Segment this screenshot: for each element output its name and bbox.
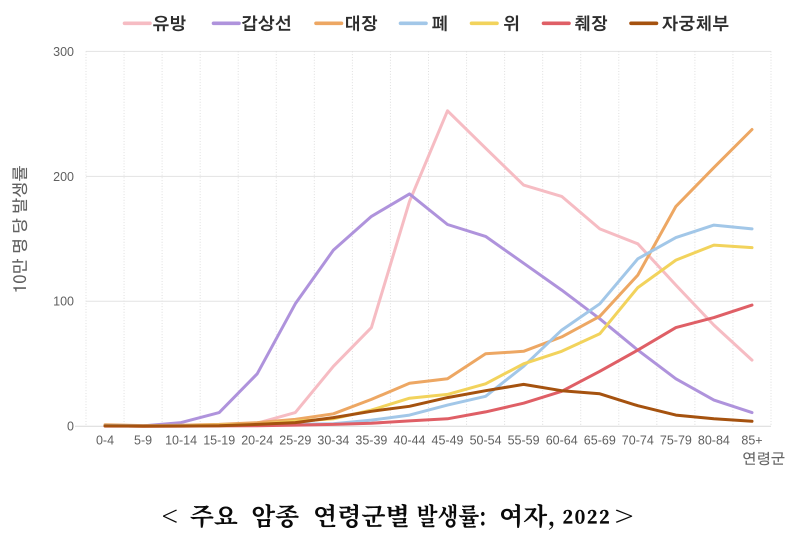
svg-text:0: 0 <box>67 420 74 434</box>
svg-text:100: 100 <box>53 295 74 309</box>
svg-text:200: 200 <box>53 170 74 184</box>
svg-text:60-64: 60-64 <box>546 433 578 447</box>
svg-text:5-9: 5-9 <box>134 433 152 447</box>
svg-text:55-59: 55-59 <box>508 433 540 447</box>
svg-text:80-84: 80-84 <box>698 433 730 447</box>
svg-text:40-44: 40-44 <box>394 433 426 447</box>
svg-text:20-24: 20-24 <box>241 433 273 447</box>
svg-text:85+: 85+ <box>741 433 762 447</box>
svg-text:25-29: 25-29 <box>279 433 311 447</box>
svg-text:70-74: 70-74 <box>622 433 654 447</box>
svg-text:15-19: 15-19 <box>203 433 235 447</box>
svg-text:10-14: 10-14 <box>165 433 197 447</box>
svg-text:30-34: 30-34 <box>317 433 349 447</box>
svg-text:0-4: 0-4 <box>96 433 114 447</box>
svg-text:300: 300 <box>53 45 74 59</box>
svg-text:50-54: 50-54 <box>470 433 502 447</box>
svg-text:75-79: 75-79 <box>660 433 692 447</box>
svg-text:65-69: 65-69 <box>584 433 616 447</box>
svg-text:35-39: 35-39 <box>355 433 387 447</box>
svg-text:45-49: 45-49 <box>432 433 464 447</box>
